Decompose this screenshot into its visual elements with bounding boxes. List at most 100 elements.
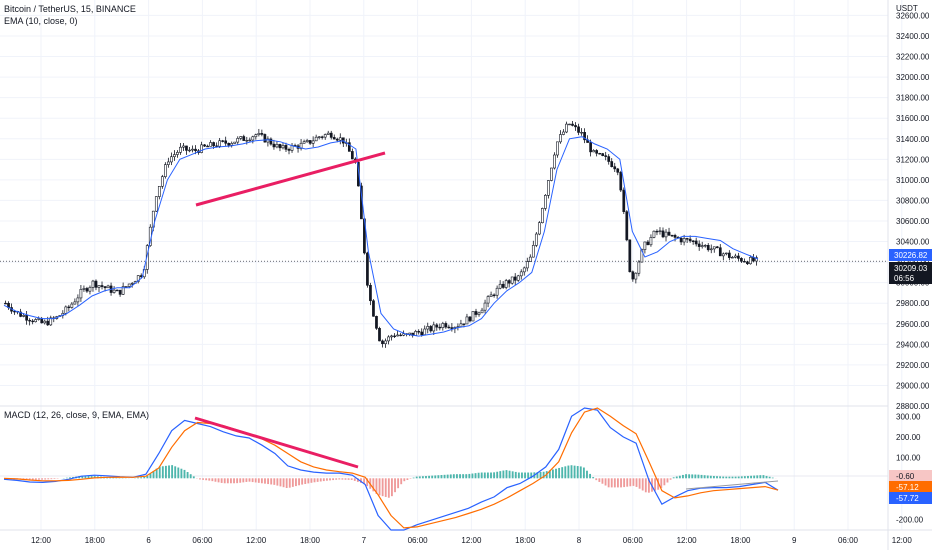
macd-tick-label: 300.00 (896, 412, 921, 421)
macd-hist-bar (750, 475, 752, 479)
macd-hist-bar (220, 478, 223, 483)
macd-hist-bar (719, 476, 722, 479)
macd-hist-bar (152, 471, 155, 479)
macd-hist-bar (604, 478, 607, 486)
candle-up (580, 132, 583, 134)
macd-signal-badge: -57.12 (889, 481, 932, 493)
candle-down (366, 252, 369, 286)
macd-hist-bar (660, 478, 663, 489)
ema-legend[interactable]: EMA (10, close, 0) (4, 16, 78, 26)
candle-down (610, 161, 614, 167)
candle-up (510, 276, 514, 284)
macd-hist-bar (418, 476, 421, 479)
macd-hist-bar (694, 474, 697, 479)
macd-hist-bar (406, 478, 409, 480)
macd-hist-bar (347, 478, 350, 480)
macd-hist-bar (149, 473, 152, 479)
candle-down (685, 238, 689, 240)
candle-down (350, 151, 354, 160)
candle-up (76, 297, 80, 303)
candle-down (4, 302, 7, 305)
macd-hist-bar (90, 476, 93, 479)
macd-hist-bar (452, 474, 455, 479)
candle-up (414, 331, 418, 336)
price-axis[interactable]: 32600.00 32400.00 32200.00 32000.00 31800.00… (896, 11, 930, 411)
macd-hist-bar (38, 478, 40, 480)
macd-hist-bar (607, 478, 610, 488)
candle-up (426, 326, 430, 330)
macd-hist-bar (635, 478, 638, 487)
macd-gray-trendline[interactable] (685, 480, 779, 490)
macd-hist-bar (174, 466, 177, 479)
macd-hist-bar (325, 478, 328, 481)
macd-hist-bar (465, 474, 468, 479)
macd-legend[interactable]: MACD (12, 26, close, 9, EMA, EMA) (4, 410, 150, 420)
candle-up (734, 255, 737, 258)
macd-hist-bar (539, 471, 542, 479)
candle-up (652, 230, 656, 238)
macd-hist-bar (459, 474, 461, 479)
candle-down (673, 235, 677, 238)
candle-up (112, 289, 116, 293)
macd-hist-bar (341, 478, 344, 480)
candle-up (471, 311, 475, 322)
macd-hist-bar (161, 466, 164, 479)
candle-down (420, 331, 424, 335)
candle-up (154, 196, 158, 212)
price-tick-label: 31200.00 (896, 155, 930, 164)
macd-hist-bar (521, 472, 523, 479)
macd-hist-bar (682, 474, 684, 479)
candle-up (239, 136, 243, 139)
macd-trendline[interactable] (194, 416, 359, 469)
macd-hist-bar (338, 478, 341, 480)
macd-hist-bar (239, 478, 242, 483)
macd-hist-bar (654, 478, 657, 491)
macd-hist-bar (319, 478, 322, 482)
candle-up (682, 238, 686, 243)
candle-up (167, 161, 170, 165)
price-trendline[interactable] (195, 151, 386, 207)
time-tick-label: 12:00 (461, 536, 482, 545)
candle-up (266, 138, 270, 143)
candle-up (553, 154, 556, 169)
macd-hist-bar (480, 472, 483, 479)
macd-hist-bar (548, 470, 551, 479)
candle-up (160, 176, 164, 187)
candle-down (308, 140, 312, 144)
candle-up (176, 152, 179, 155)
symbol-title[interactable]: Bitcoin / TetherUS, 15, BINANCE (4, 4, 136, 14)
macd-hist-bar (437, 475, 440, 479)
candle-down (631, 271, 635, 280)
macd-hist-bar (598, 478, 601, 482)
candle-up (314, 136, 318, 142)
candle-down (378, 328, 381, 342)
macd-hist-bar (329, 478, 331, 481)
macd-hist-bar (505, 470, 508, 479)
candle-up (70, 303, 74, 308)
candle-down (737, 255, 740, 259)
candle-up (82, 288, 86, 290)
candle-up (88, 287, 92, 292)
candle-down (743, 261, 746, 263)
macd-hist-text: -0.60 (896, 472, 915, 481)
macd-hist-bar (205, 478, 208, 481)
macd-hist-bar (322, 478, 325, 482)
time-axis[interactable]: 12:00 18:00 6 06:00 12:00 18:00 7 06:00 12:00 18:… (31, 536, 912, 545)
time-tick-label: 8 (577, 536, 582, 545)
candle-up (495, 287, 499, 296)
macd-hist-bar (366, 478, 369, 487)
macd-tick-label: 200.00 (896, 433, 921, 442)
candle-up (317, 136, 321, 138)
candle-down (278, 144, 282, 149)
macd-hist-bar (610, 478, 613, 488)
candle-down (450, 327, 454, 330)
candle-up (124, 286, 128, 288)
candle-up (712, 246, 716, 250)
price-tick-label: 29200.00 (896, 361, 930, 370)
candle-up (731, 256, 734, 259)
macd-hist-bar (202, 478, 205, 480)
candle-up (188, 149, 191, 152)
macd-hist-bar (573, 465, 576, 479)
